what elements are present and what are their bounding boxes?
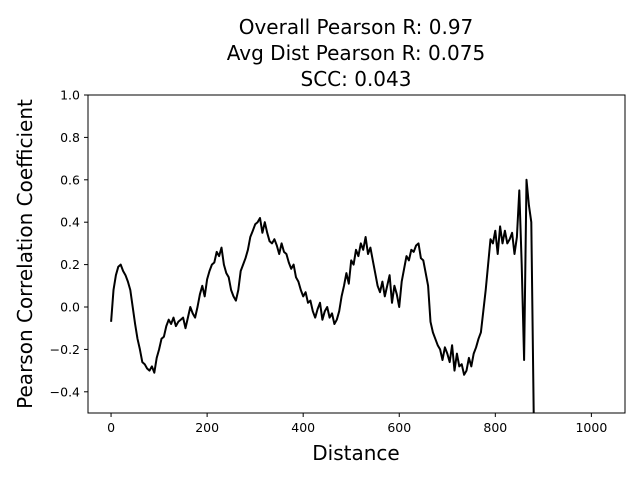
x-tick-label: 200 xyxy=(195,420,219,435)
plot-frame xyxy=(87,94,626,414)
y-tick-label: 0.6 xyxy=(60,172,80,187)
x-axis: 0 200 400 600 800 1000 xyxy=(107,413,607,435)
x-tick-label: 0 xyxy=(107,420,115,435)
y-tick-label: 1.0 xyxy=(60,88,80,103)
x-tick-label: 800 xyxy=(483,420,507,435)
plot-area: 0 200 400 600 800 1000 −0.4 −0.2 0.0 0.2 0.4 0.6 0.… xyxy=(50,88,626,435)
y-tick-label: 0.4 xyxy=(60,215,80,230)
x-tick-label: 400 xyxy=(291,420,315,435)
series-line xyxy=(110,178,535,414)
y-tick-label: 0.2 xyxy=(60,257,80,272)
y-tick-label: −0.4 xyxy=(50,384,80,399)
y-tick-label: 0.8 xyxy=(60,130,80,145)
y-tick-label: −0.2 xyxy=(50,342,80,357)
x-tick-label: 600 xyxy=(387,420,411,435)
chart-title-line-2: Avg Dist Pearson R: 0.075 xyxy=(227,41,485,65)
y-axis-label: Pearson Correlation Coefficient xyxy=(13,99,37,409)
chart-title-line-1: Overall Pearson R: 0.97 xyxy=(239,15,474,39)
y-tick-label: 0.0 xyxy=(60,300,80,315)
chart-title-line-3: SCC: 0.043 xyxy=(301,67,412,91)
y-axis: −0.4 −0.2 0.0 0.2 0.4 0.6 0.8 1.0 xyxy=(50,88,88,399)
x-axis-label: Distance xyxy=(312,441,399,465)
x-tick-label: 1000 xyxy=(575,420,607,435)
